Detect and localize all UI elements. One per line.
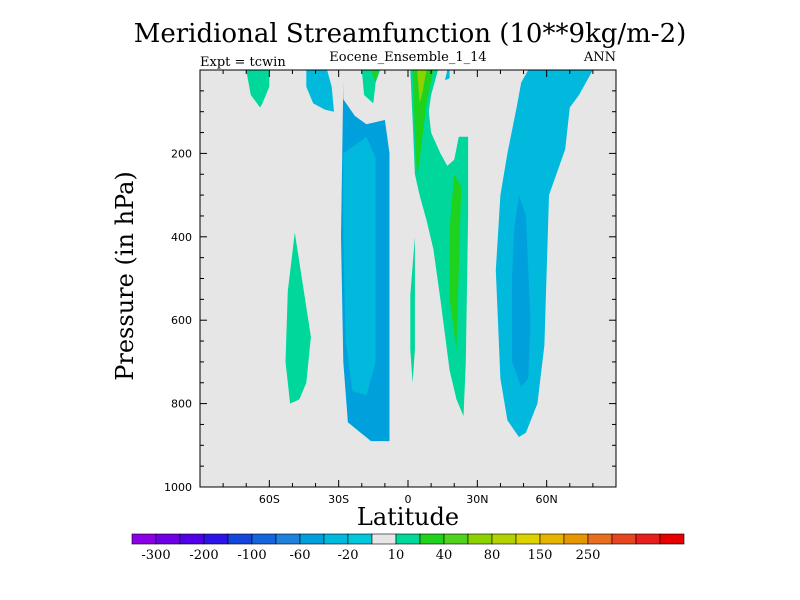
colorbar-label: 80 [484, 548, 501, 563]
contour-region [410, 70, 469, 417]
colorbar-swatch [467, 533, 493, 545]
y-tick-label: 200 [171, 147, 192, 160]
contour-region [412, 70, 434, 179]
colorbar-swatch [227, 533, 253, 545]
x-tick-label: 30N [466, 493, 488, 506]
x-tick-label: 60N [536, 493, 558, 506]
contour-region [417, 70, 427, 104]
x-tick-label: 0 [405, 493, 412, 506]
contour-region [343, 136, 376, 396]
contour-region [246, 70, 270, 108]
colorbar-swatch [323, 533, 349, 545]
colorbar-swatch [155, 533, 181, 545]
chart-title: Meridional Streamfunction (10**9kg/m-2) [134, 19, 687, 49]
y-axis: 200 400 600 800 1000 [164, 69, 616, 494]
contour-region [371, 70, 378, 83]
colorbar-swatch [587, 533, 613, 545]
plot-area [199, 69, 617, 488]
colorbar-swatch [179, 533, 205, 545]
colorbar-swatch [443, 533, 469, 545]
colorbar-label: 40 [436, 548, 453, 563]
colorbar-swatch [299, 533, 325, 545]
colorbar-swatch [635, 533, 661, 545]
colorbar: -300 -200 -100 -60 -20 10 40 80 150 250 [131, 533, 685, 563]
y-tick-label: 1000 [164, 481, 192, 494]
colorbar-swatch [611, 533, 637, 545]
y-tick-label: 800 [171, 398, 192, 411]
contour-region [449, 174, 462, 350]
colorbar-label: 150 [528, 548, 553, 563]
colorbar-swatch [419, 533, 445, 545]
colorbar-swatch [491, 533, 517, 545]
colorbar-swatch [395, 533, 421, 545]
contour-region [410, 236, 415, 383]
contour-region [306, 70, 334, 112]
colorbar-swatch [131, 533, 157, 545]
contour-region [512, 195, 531, 387]
colorbar-label: -200 [189, 548, 218, 563]
x-tick-label: 30S [328, 493, 349, 506]
colorbar-label: -100 [237, 548, 266, 563]
colorbar-label: 250 [576, 548, 601, 563]
colorbar-swatch [251, 533, 277, 545]
chart-subtitle: Eocene_Ensemble_1_14 [329, 50, 486, 65]
contour-region [445, 70, 450, 81]
colorbar-swatch [203, 533, 229, 545]
y-tick-label: 600 [171, 314, 192, 327]
expt-label: Expt = tcwin [200, 55, 286, 70]
y-tick-label: 400 [171, 231, 192, 244]
colorbar-label: 10 [388, 548, 405, 563]
contour-region [285, 232, 311, 404]
y-axis-label: Pressure (in hPa) [111, 171, 139, 381]
x-axis: 60S 30S 0 30N 60N [199, 70, 617, 506]
colorbar-label: -60 [290, 548, 311, 563]
x-tick-label: 60S [259, 493, 280, 506]
colorbar-swatch [659, 533, 685, 545]
colorbar-swatch [275, 533, 301, 545]
colorbar-label: -20 [338, 548, 359, 563]
colorbar-label: -300 [141, 548, 170, 563]
colorbar-swatch [371, 533, 397, 545]
colorbar-swatch [539, 533, 565, 545]
x-axis-label: Latitude [357, 503, 459, 531]
colorbar-swatch [563, 533, 589, 545]
season-label: ANN [583, 50, 616, 65]
colorbar-swatch [515, 533, 541, 545]
colorbar-swatch [347, 533, 373, 545]
